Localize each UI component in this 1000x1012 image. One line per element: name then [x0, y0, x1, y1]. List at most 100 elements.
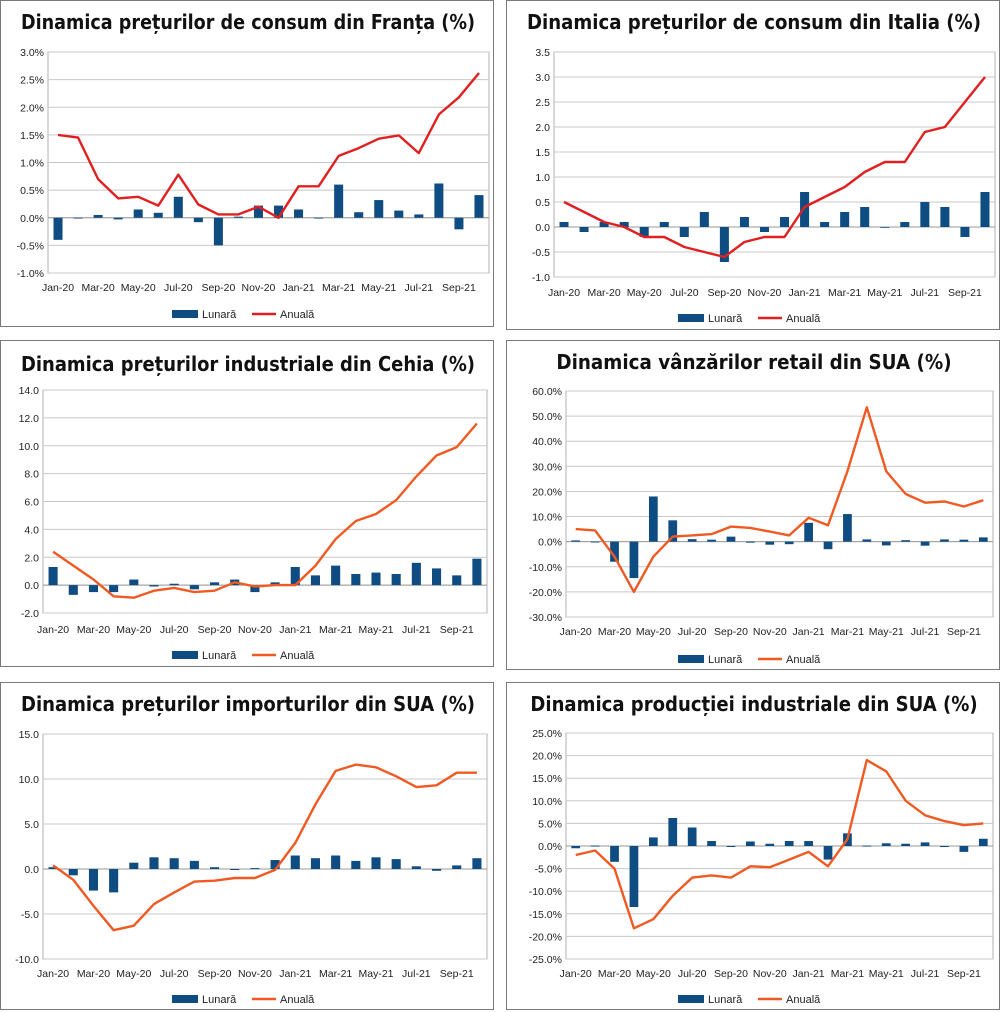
- x-tick-label: May-20: [636, 968, 671, 980]
- x-tick-label: Mar-20: [77, 624, 110, 636]
- y-tick-label: -15.0%: [529, 909, 562, 921]
- x-tick-label: Sep-21: [440, 968, 474, 980]
- y-tick-label: 20.0%: [532, 751, 562, 763]
- y-tick-label: 0.0%: [538, 537, 562, 549]
- x-tick-label: Mar-21: [322, 282, 355, 294]
- bar-lunara: [959, 846, 969, 852]
- y-tick-label: 25.0%: [532, 728, 562, 740]
- bar-lunara: [739, 217, 749, 227]
- y-tick-label: -5.0%: [535, 864, 562, 876]
- x-tick-label: Sep-21: [440, 624, 474, 636]
- x-tick-label: Nov-20: [238, 624, 272, 636]
- x-tick-label: Sep-20: [198, 968, 232, 980]
- chart-panel-italy: Dinamica prețurilor de consum din Italia…: [506, 0, 1000, 330]
- legend-label-lunara: Lunară: [202, 309, 237, 321]
- y-tick-label: 2.0: [535, 122, 550, 134]
- bar-lunara: [719, 227, 729, 262]
- y-tick-label: 1.0: [535, 172, 550, 184]
- x-tick-label: Jul-20: [670, 287, 699, 299]
- x-tick-label: Jan-20: [37, 624, 69, 636]
- x-tick-label: Nov-20: [242, 282, 276, 294]
- bar-lunara: [648, 496, 658, 542]
- bar-lunara: [189, 860, 199, 869]
- bar-lunara: [590, 845, 600, 847]
- x-tick-label: Jan-20: [37, 968, 69, 980]
- bar-lunara: [472, 558, 482, 586]
- bar-lunara: [153, 212, 163, 218]
- x-tick-label: Jan-21: [283, 282, 315, 294]
- bar-lunara: [629, 846, 639, 908]
- x-tick-label: May-20: [636, 626, 671, 638]
- bar-lunara: [639, 227, 649, 237]
- bar-lunara: [780, 217, 790, 227]
- y-tick-label: 6.0: [24, 497, 39, 509]
- x-tick-label: Mar-20: [598, 626, 631, 638]
- x-tick-label: Mar-20: [77, 968, 110, 980]
- y-tick-label: -25.0%: [529, 954, 562, 966]
- y-tick-label: -10.0%: [529, 886, 562, 898]
- y-tick-label: 2.0%: [20, 102, 44, 114]
- legend-label-anuala: Anuală: [786, 313, 821, 325]
- y-tick-label: 10.0%: [532, 796, 562, 808]
- y-tick-label: 40.0%: [532, 436, 562, 448]
- x-tick-label: Jan-21: [279, 624, 311, 636]
- legend-swatch-lunara: [172, 995, 198, 1003]
- bar-lunara: [668, 817, 678, 846]
- x-tick-label: Jan-20: [560, 968, 592, 980]
- bar-lunara: [579, 227, 589, 232]
- bar-lunara: [599, 222, 609, 227]
- x-tick-label: Sep-20: [198, 624, 232, 636]
- bar-lunara: [452, 865, 462, 869]
- bar-lunara: [371, 857, 381, 869]
- x-tick-label: Jul-21: [402, 624, 431, 636]
- x-tick-label: Jul-20: [164, 282, 193, 294]
- bar-lunara: [940, 539, 949, 542]
- legend-label-lunara: Lunară: [202, 994, 237, 1006]
- bar-lunara: [331, 565, 341, 586]
- line-anuala: [57, 72, 480, 220]
- bar-lunara: [765, 843, 775, 846]
- y-tick-label: 1.0%: [20, 158, 44, 170]
- x-tick-label: Mar-21: [831, 626, 864, 638]
- bar-lunara: [414, 214, 424, 218]
- bar-lunara: [250, 868, 260, 870]
- x-tick-label: Jul-20: [160, 624, 189, 636]
- chart-title: Dinamica prețurilor de consum din Italia…: [527, 10, 981, 34]
- x-tick-label: Nov-20: [748, 287, 782, 299]
- chart-title: Dinamica prețurilor industriale din Cehi…: [21, 352, 475, 376]
- bar-lunara: [129, 862, 139, 869]
- legend-swatch-lunara: [678, 314, 704, 322]
- legend-label-anuala: Anuală: [280, 309, 315, 321]
- bar-lunara: [394, 210, 404, 218]
- bar-lunara: [432, 869, 442, 871]
- bar-lunara: [250, 585, 260, 593]
- x-tick-label: Jul-20: [678, 968, 707, 980]
- y-tick-label: 3.0%: [20, 47, 44, 59]
- bar-lunara: [659, 222, 669, 227]
- bar-lunara: [881, 541, 891, 546]
- legend-label-anuala: Anuală: [786, 994, 821, 1006]
- bar-lunara: [133, 209, 143, 218]
- y-tick-label: 0.0: [24, 864, 39, 876]
- bar-lunara: [351, 860, 361, 869]
- y-tick-label: 10.0%: [532, 512, 562, 524]
- y-tick-label: 20.0%: [532, 486, 562, 498]
- legend-label-lunara: Lunară: [202, 650, 237, 662]
- y-tick-label: 1.5: [535, 147, 550, 159]
- bar-lunara: [68, 869, 78, 876]
- y-tick-label: 0.5: [535, 197, 550, 209]
- bar-lunara: [432, 568, 442, 586]
- bar-lunara: [699, 212, 709, 227]
- y-tick-label: -10.0%: [529, 562, 562, 574]
- bar-lunara: [860, 207, 870, 227]
- y-tick-label: 30.0%: [532, 461, 562, 473]
- x-tick-label: May-21: [869, 626, 904, 638]
- line-anuala: [52, 422, 478, 599]
- x-tick-label: May-21: [358, 968, 393, 980]
- bar-lunara: [959, 539, 969, 542]
- chart-italy-cpi: Dinamica prețurilor de consum din Italia…: [527, 10, 996, 325]
- y-tick-label: 0.5%: [20, 185, 44, 197]
- x-tick-label: Mar-21: [319, 968, 352, 980]
- bar-lunara: [452, 575, 462, 586]
- bar-lunara: [434, 183, 444, 218]
